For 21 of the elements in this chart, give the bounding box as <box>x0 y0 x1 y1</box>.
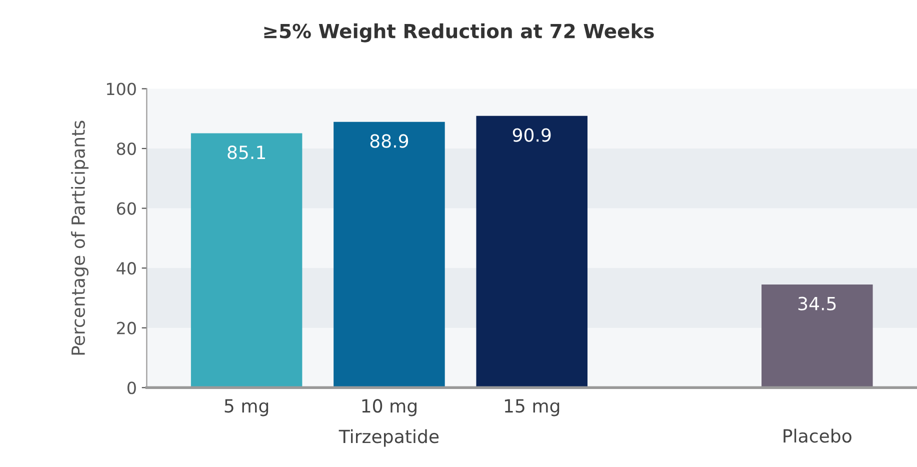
y-tick-label: 20 <box>117 322 136 334</box>
y-tick-label: 40 <box>116 262 136 275</box>
data-label: 90.9 <box>512 128 551 142</box>
data-label: 34.5 <box>798 296 836 310</box>
x-tick-label: Placebo <box>784 428 852 443</box>
bar <box>762 284 873 388</box>
bar <box>190 133 302 388</box>
y-tick-label: 100 <box>107 82 136 96</box>
x-tick-label: 5 mg <box>224 399 268 416</box>
y-axis-title: Percentage of Participants <box>71 120 89 355</box>
y-tick-label: 80 <box>116 142 136 156</box>
y-tick-label: 60 <box>116 202 136 215</box>
text: Tirzepatide <box>338 429 439 447</box>
bar <box>334 122 445 388</box>
y-tick-label: 0 <box>127 382 136 394</box>
x-tick-label: 10 mg <box>362 399 416 416</box>
data-label: 88.9 <box>370 134 408 148</box>
data-label: 85.1 <box>228 146 266 160</box>
chart-title: ≥5% Weight Reduction at 72 Weeks <box>264 23 654 42</box>
x-tick-label: 15 mg <box>504 399 560 416</box>
bar <box>476 116 588 388</box>
